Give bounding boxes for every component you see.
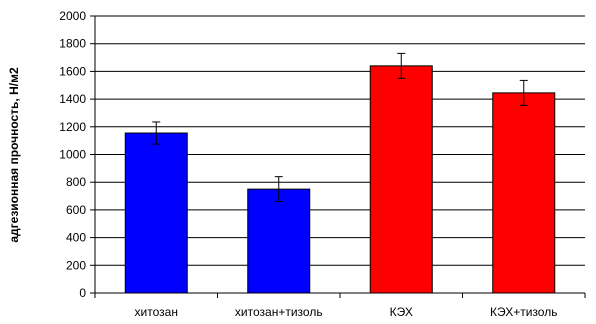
y-tick-labels: 0 200 400 600 800 1000 1200 1400 1600 1800 2000 xyxy=(59,9,86,300)
x-tick-label: КЭХ+тизоль xyxy=(490,305,557,319)
bar xyxy=(492,92,556,294)
y-tick-label: 1000 xyxy=(59,148,86,162)
bar xyxy=(369,65,433,294)
bar xyxy=(124,132,188,294)
x-tick-labels: хитозан хитозан+тизоль КЭХ КЭХ+тизоль xyxy=(135,305,558,319)
y-tick-label: 1600 xyxy=(59,64,86,78)
y-tick-label: 2000 xyxy=(59,9,86,23)
y-tick-label: 600 xyxy=(66,203,86,217)
bars xyxy=(124,65,556,294)
y-tick-label: 1400 xyxy=(59,92,86,106)
y-tick-label: 0 xyxy=(79,286,86,300)
x-tick-label: хитозан+тизоль xyxy=(235,305,323,319)
y-axis-label: адгезионная прочность, Н/м2 xyxy=(7,67,21,243)
bar xyxy=(247,188,311,294)
x-tick-label: хитозан xyxy=(135,305,178,319)
y-tick-label: 400 xyxy=(66,231,86,245)
y-tick-label: 1800 xyxy=(59,37,86,51)
y-tick-label: 200 xyxy=(66,258,86,272)
y-tick-label: 1200 xyxy=(59,120,86,134)
axes xyxy=(90,15,586,298)
y-tick-label: 800 xyxy=(66,175,86,189)
x-tick-label: КЭХ xyxy=(390,305,413,319)
error-bars xyxy=(152,52,528,203)
